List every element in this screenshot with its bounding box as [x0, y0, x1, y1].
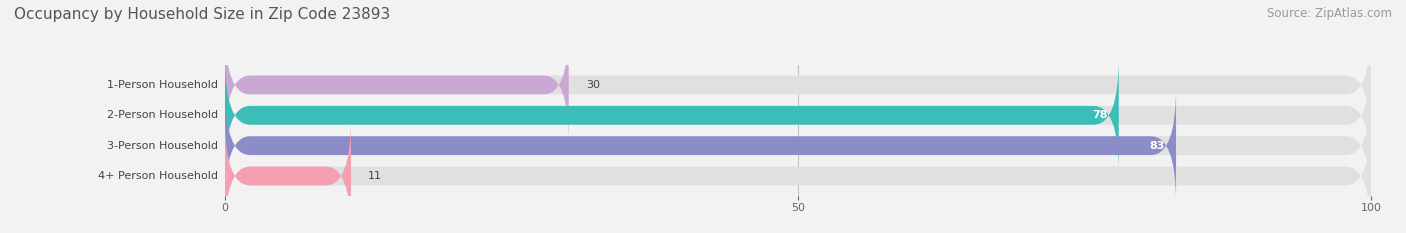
- Text: 4+ Person Household: 4+ Person Household: [98, 171, 218, 181]
- Text: 3-Person Household: 3-Person Household: [107, 141, 218, 151]
- FancyBboxPatch shape: [225, 58, 1119, 173]
- Text: 2-Person Household: 2-Person Household: [107, 110, 218, 120]
- FancyBboxPatch shape: [225, 119, 352, 233]
- FancyBboxPatch shape: [225, 28, 1371, 142]
- Text: 1-Person Household: 1-Person Household: [107, 80, 218, 90]
- Text: Occupancy by Household Size in Zip Code 23893: Occupancy by Household Size in Zip Code …: [14, 7, 391, 22]
- Text: 83: 83: [1149, 141, 1164, 151]
- Text: 78: 78: [1092, 110, 1108, 120]
- Text: 30: 30: [586, 80, 600, 90]
- FancyBboxPatch shape: [225, 28, 568, 142]
- Text: 11: 11: [368, 171, 382, 181]
- FancyBboxPatch shape: [225, 88, 1175, 203]
- FancyBboxPatch shape: [225, 88, 1371, 203]
- Text: Source: ZipAtlas.com: Source: ZipAtlas.com: [1267, 7, 1392, 20]
- FancyBboxPatch shape: [225, 58, 1371, 173]
- FancyBboxPatch shape: [225, 119, 1371, 233]
